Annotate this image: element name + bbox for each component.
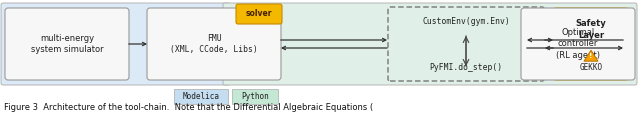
FancyBboxPatch shape (553, 8, 629, 80)
Text: Modelica: Modelica (182, 92, 220, 101)
FancyBboxPatch shape (223, 3, 637, 85)
FancyBboxPatch shape (236, 4, 282, 24)
Text: Figure 3  Architecture of the tool-chain.  Note that the Differential Algebraic : Figure 3 Architecture of the tool-chain.… (4, 103, 373, 113)
FancyBboxPatch shape (5, 8, 129, 80)
Text: FMU
(XML, CCode, Libs): FMU (XML, CCode, Libs) (170, 34, 258, 54)
Polygon shape (584, 50, 598, 61)
FancyBboxPatch shape (232, 89, 278, 104)
Text: solver: solver (246, 9, 272, 19)
FancyBboxPatch shape (174, 89, 228, 104)
Text: Optimal
controller
(RL agent): Optimal controller (RL agent) (556, 28, 600, 60)
FancyBboxPatch shape (1, 3, 230, 85)
Text: CustomEnv(gym.Env): CustomEnv(gym.Env) (422, 17, 510, 25)
Text: !: ! (589, 53, 593, 59)
Text: GEKKO: GEKKO (579, 63, 603, 72)
Text: Safety
Layer: Safety Layer (575, 19, 606, 40)
Text: multi-energy
system simulator: multi-energy system simulator (31, 34, 103, 54)
Text: PyFMI.do_step(): PyFMI.do_step() (429, 62, 502, 71)
Text: Python: Python (241, 92, 269, 101)
FancyBboxPatch shape (147, 8, 281, 80)
FancyBboxPatch shape (521, 8, 635, 80)
